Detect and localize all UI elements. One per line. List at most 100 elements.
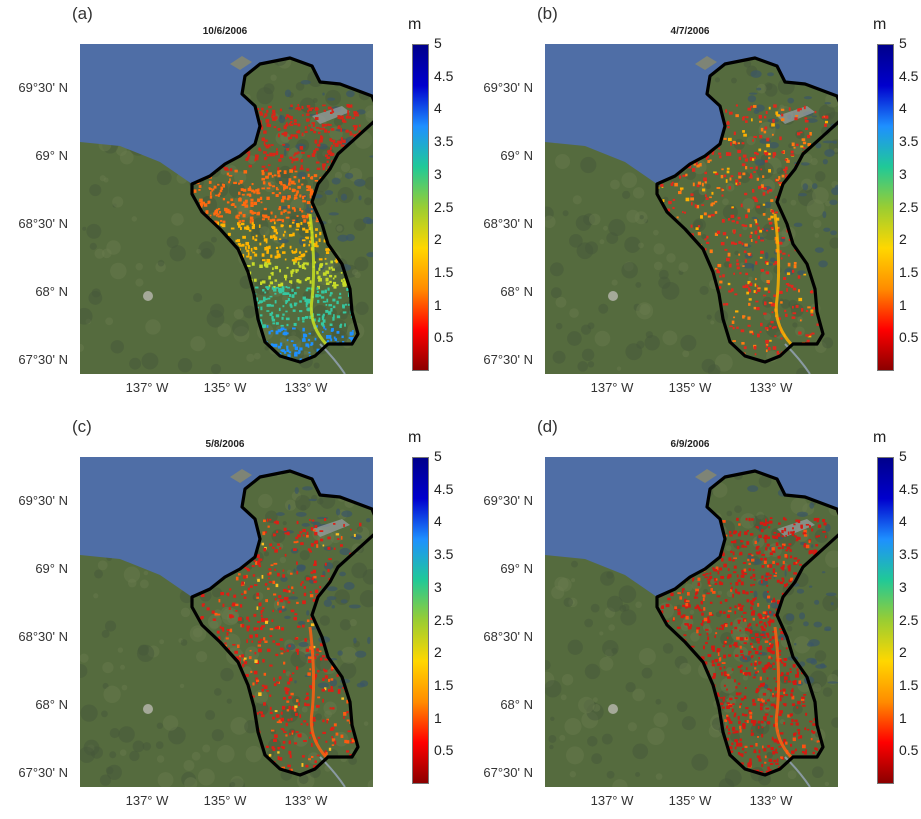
water-point: [254, 254, 257, 257]
water-point: [311, 210, 313, 212]
water-point: [799, 735, 802, 738]
water-point: [786, 283, 789, 285]
terrain-patch: [693, 218, 706, 231]
water-point: [328, 311, 331, 315]
water-point: [244, 591, 247, 594]
water-point: [772, 212, 774, 214]
water-point: [279, 676, 282, 679]
latitude-tick-label: 68°30' N: [473, 216, 533, 231]
water-point: [308, 758, 311, 760]
water-point: [287, 765, 291, 768]
lake: [802, 183, 808, 190]
water-point: [342, 304, 345, 307]
water-point: [272, 547, 275, 549]
water-point: [742, 286, 745, 289]
water-point: [804, 117, 807, 119]
water-point: [298, 353, 300, 355]
water-point: [289, 225, 292, 228]
water-point: [311, 543, 314, 547]
terrain-patch: [569, 308, 579, 318]
terrain-patch: [663, 643, 674, 654]
water-point: [231, 204, 234, 206]
water-point: [296, 602, 299, 604]
terrain-patch: [787, 626, 793, 632]
water-point: [698, 182, 701, 185]
water-point: [269, 665, 272, 667]
water-point: [278, 284, 281, 287]
water-point: [726, 236, 728, 238]
water-point: [738, 241, 741, 244]
water-point: [217, 631, 220, 634]
water-point: [306, 704, 310, 707]
water-point: [263, 181, 266, 184]
water-point: [287, 719, 289, 722]
terrain-patch: [144, 571, 149, 576]
water-point: [260, 307, 262, 311]
water-point: [785, 167, 788, 171]
water-point: [297, 734, 299, 737]
water-point: [288, 601, 291, 603]
terrain-patch: [193, 293, 202, 302]
water-point: [315, 525, 318, 528]
water-point: [294, 166, 296, 170]
water-point: [308, 333, 311, 335]
water-point: [276, 682, 279, 684]
water-point: [771, 210, 774, 213]
water-point: [240, 180, 244, 182]
water-point: [330, 261, 333, 264]
water-point: [803, 274, 806, 276]
colorbar-tick-label: 1.5: [434, 677, 453, 693]
water-point: [679, 176, 681, 179]
water-point: [271, 330, 274, 332]
terrain-patch: [308, 752, 320, 764]
lake: [341, 194, 347, 201]
water-point: [263, 297, 266, 300]
lake: [754, 591, 758, 599]
water-point: [806, 310, 808, 312]
water-point: [761, 554, 765, 556]
water-point: [721, 558, 723, 562]
water-point: [260, 639, 263, 641]
colorbar-tick-label: 2.5: [434, 199, 453, 215]
water-point: [296, 287, 299, 289]
water-point: [283, 234, 285, 237]
water-point: [264, 168, 268, 171]
terrain-patch: [567, 331, 582, 346]
water-point: [272, 175, 274, 178]
water-point: [262, 543, 265, 546]
water-point: [279, 269, 281, 272]
water-point: [242, 204, 245, 206]
water-point: [741, 342, 744, 345]
water-point: [294, 613, 297, 615]
water-point: [699, 163, 701, 166]
terrain-patch: [582, 349, 594, 361]
water-point: [314, 541, 316, 543]
water-point: [316, 127, 320, 129]
water-point: [324, 518, 326, 521]
water-point: [325, 310, 328, 313]
water-point: [282, 314, 284, 316]
water-point: [245, 242, 249, 246]
water-point: [779, 291, 783, 294]
water-point: [744, 193, 747, 195]
settlement: [143, 291, 153, 301]
water-point: [280, 154, 283, 158]
water-point: [224, 208, 228, 211]
water-point: [698, 232, 701, 235]
terrain-patch: [822, 337, 833, 348]
longitude-tick-label: 137° W: [117, 793, 177, 808]
terrain-patch: [790, 200, 796, 206]
terrain-patch: [638, 242, 644, 248]
terrain-patch: [718, 591, 722, 595]
terrain-patch: [807, 199, 825, 217]
water-point: [261, 201, 263, 203]
terrain-patch: [556, 323, 563, 330]
water-point: [288, 751, 291, 755]
terrain-patch: [156, 741, 164, 749]
water-point: [303, 334, 306, 338]
lake: [824, 149, 835, 157]
water-point: [275, 153, 278, 155]
lake: [344, 582, 355, 590]
water-point: [302, 133, 304, 137]
water-point: [685, 616, 688, 620]
